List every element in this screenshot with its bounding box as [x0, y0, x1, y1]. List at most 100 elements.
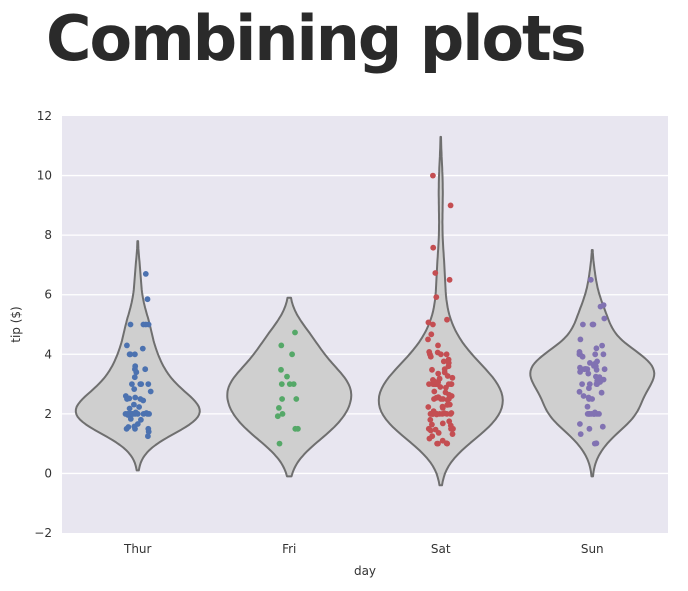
- violin-thur: [74, 240, 201, 472]
- strip-point-sat: [427, 416, 434, 423]
- strip-point-thur: [129, 381, 135, 387]
- strip-point-sat: [449, 431, 456, 437]
- strip-point-sun: [577, 364, 583, 371]
- strip-point-sat: [430, 244, 437, 251]
- strip-point-sun: [586, 425, 593, 432]
- strip-point-sun: [587, 276, 594, 283]
- strip-point-sat: [434, 349, 441, 356]
- strip-point-thur: [132, 363, 139, 370]
- strip-point-sun: [600, 351, 607, 358]
- strip-point-sat: [425, 404, 432, 410]
- strip-point-sun: [586, 381, 593, 387]
- strip-point-thur: [131, 374, 138, 381]
- strip-point-thur: [131, 386, 138, 392]
- strip-point-sat: [430, 321, 436, 328]
- strip-point-sat: [425, 336, 431, 343]
- strip-point-sat: [435, 440, 441, 447]
- strip-point-sun: [584, 403, 591, 410]
- y-tick-label: 10: [37, 169, 52, 183]
- strip-point-fri: [278, 342, 285, 349]
- strip-point-sat: [440, 358, 447, 365]
- x-tick-label: Sat: [431, 542, 451, 556]
- strip-point-sat: [432, 270, 439, 276]
- page-title: Combining plots: [46, 2, 587, 75]
- strip-point-thur: [137, 381, 144, 387]
- strip-point-thur: [144, 296, 151, 303]
- strip-points: [122, 172, 608, 447]
- strip-point-thur: [126, 405, 133, 412]
- strip-point-sat: [425, 425, 432, 432]
- strip-point-sun: [594, 358, 600, 365]
- strip-point-thur: [145, 381, 152, 387]
- strip-point-sat: [444, 316, 450, 323]
- y-tick-label: −2: [34, 526, 52, 540]
- strip-point-thur: [145, 321, 152, 328]
- strip-point-sat: [446, 276, 453, 283]
- strip-point-thur: [139, 345, 146, 352]
- strip-point-sat: [442, 389, 449, 396]
- strip-point-sun: [577, 369, 583, 375]
- y-tick-label: 2: [44, 407, 52, 421]
- y-tick-labels: −2 0 2 4 6 8 10 12: [34, 109, 52, 540]
- strip-point-thur: [147, 388, 154, 395]
- strip-point-sat: [443, 351, 450, 358]
- strip-point-thur: [132, 351, 138, 358]
- strip-point-thur: [138, 416, 144, 423]
- x-tick-labels: Thur Fri Sat Sun: [123, 542, 604, 556]
- strip-point-sun: [577, 336, 584, 343]
- strip-point-sat: [431, 388, 438, 395]
- strip-point-thur: [124, 342, 130, 349]
- strip-point-thur: [126, 410, 133, 417]
- strip-point-sat: [432, 426, 439, 433]
- strip-point-sun: [601, 315, 608, 322]
- strip-point-sun: [585, 370, 592, 377]
- strip-point-sat: [430, 408, 437, 415]
- x-axis-label: day: [354, 564, 376, 578]
- strip-point-sun: [592, 351, 599, 358]
- strip-point-sun: [576, 349, 583, 355]
- strip-point-thur: [125, 424, 132, 430]
- strip-point-sun: [593, 345, 600, 352]
- y-axis-label: tip ($): [9, 306, 23, 342]
- strip-point-sun: [580, 393, 587, 399]
- strip-point-sat: [430, 172, 436, 179]
- strip-point-sun: [593, 440, 600, 447]
- strip-point-sat: [435, 394, 442, 401]
- strip-point-thur: [134, 421, 141, 427]
- strip-point-sat: [449, 374, 456, 381]
- strip-point-sat: [439, 420, 446, 427]
- x-tick-label: Sun: [581, 542, 604, 556]
- strip-point-sun: [593, 373, 599, 380]
- strip-point-sat: [439, 403, 446, 410]
- y-tick-label: 8: [44, 228, 52, 242]
- strip-point-thur: [132, 409, 139, 416]
- strip-point-sun: [577, 431, 584, 437]
- strip-point-sat: [426, 349, 433, 355]
- strip-point-fri: [292, 329, 298, 336]
- strip-point-sat: [428, 331, 435, 338]
- strip-point-thur: [142, 271, 149, 277]
- strip-point-sun: [577, 421, 583, 427]
- y-tick-label: 12: [37, 109, 52, 123]
- strip-point-sun: [601, 366, 608, 373]
- strip-point-sat: [429, 366, 435, 373]
- strip-point-fri: [292, 425, 299, 432]
- strip-point-sun: [599, 342, 605, 349]
- y-tick-label: 0: [44, 466, 52, 480]
- strip-point-sat: [447, 202, 454, 209]
- strip-point-sat: [435, 370, 442, 377]
- strip-point-sun: [592, 409, 598, 416]
- x-tick-label: Thur: [123, 542, 152, 556]
- strip-point-fri: [276, 440, 283, 447]
- strip-point-fri: [290, 381, 297, 387]
- strip-point-sun: [579, 381, 585, 387]
- y-tick-label: 4: [44, 347, 52, 361]
- strip-point-sun: [600, 302, 607, 308]
- violin-fri: [226, 296, 353, 478]
- strip-point-thur: [137, 396, 144, 402]
- strip-point-sat: [435, 342, 441, 349]
- strip-point-thur: [132, 394, 139, 401]
- strip-point-fri: [278, 366, 284, 373]
- strip-point-fri: [284, 373, 290, 380]
